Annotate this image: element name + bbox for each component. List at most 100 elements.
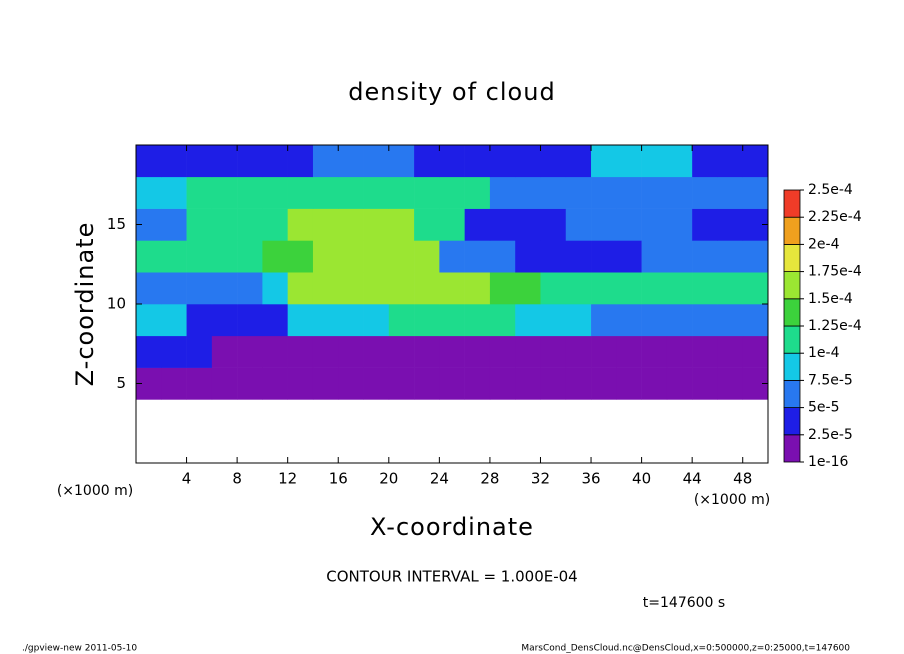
heat-cell (312, 176, 339, 209)
heat-cell (515, 208, 541, 241)
heat-cell (616, 367, 642, 400)
heat-cell (439, 240, 465, 273)
heat-cell (692, 272, 718, 305)
heat-cell (439, 176, 465, 209)
heat-cell (186, 367, 213, 400)
heat-cell (363, 272, 390, 305)
heat-cell (287, 304, 314, 337)
heat-cell (338, 304, 364, 337)
colorbar-label: 1.5e-4 (808, 291, 853, 307)
heat-cell (414, 176, 440, 209)
heat-cell (363, 145, 390, 178)
heat-cell (312, 208, 339, 241)
heat-cell (489, 304, 516, 337)
heat-cell (161, 335, 187, 368)
heat-cell (616, 335, 642, 368)
heat-cell (515, 304, 541, 337)
heat-cell (161, 367, 187, 400)
y-tick-label: 15 (107, 215, 126, 233)
heat-cell (641, 145, 668, 178)
heat-cell (338, 208, 364, 241)
heat-cell (211, 272, 238, 305)
heat-cell (312, 240, 339, 273)
heat-cell (692, 335, 718, 368)
heat-cell (287, 335, 314, 368)
heat-cell (439, 367, 465, 400)
heat-cell (692, 304, 718, 337)
heat-cell (161, 176, 187, 209)
colorbar-swatch (783, 434, 801, 463)
heat-cell (186, 272, 213, 305)
heat-cell (414, 335, 440, 368)
heat-cell (591, 304, 617, 337)
heat-cell (489, 208, 516, 241)
heat-cell (136, 304, 162, 337)
heat-cell (388, 272, 415, 305)
heat-cell (136, 145, 162, 178)
heat-cell (136, 240, 162, 273)
heat-cell (666, 208, 693, 241)
heat-cell (717, 145, 744, 178)
heat-cell (464, 240, 491, 273)
heat-cell (717, 176, 744, 209)
heat-cell (641, 335, 668, 368)
heat-cell (439, 272, 465, 305)
heat-cell (641, 367, 668, 400)
heat-cell (136, 335, 162, 368)
heat-cell (565, 145, 592, 178)
x-tick-label: 28 (480, 470, 499, 488)
x-tick-label: 36 (581, 470, 600, 488)
colorbar-label: 1e-4 (808, 345, 840, 361)
heat-cell (363, 304, 390, 337)
heat-cell (616, 272, 642, 305)
heat-cell (641, 176, 668, 209)
heat-cell (237, 240, 263, 273)
heat-cell (515, 367, 541, 400)
heat-cell (136, 272, 162, 305)
heat-cell (414, 367, 440, 400)
heat-cell (717, 304, 744, 337)
heat-cell (565, 240, 592, 273)
heat-cell (136, 176, 162, 209)
y-tick-label: 10 (107, 295, 126, 313)
colorbar-label: 2.25e-4 (808, 209, 862, 225)
heat-cell (388, 240, 415, 273)
heat-cell (464, 335, 491, 368)
x-unit: (×1000 m) (694, 492, 770, 508)
heat-cell (338, 145, 364, 178)
heat-cell (464, 304, 491, 337)
heat-cell (237, 208, 263, 241)
heat-cell (464, 367, 491, 400)
heat-cell (312, 304, 339, 337)
heat-cell (591, 367, 617, 400)
heat-cell (262, 272, 288, 305)
heat-cell (641, 240, 668, 273)
x-tick-label: 44 (683, 470, 702, 488)
heat-cell (388, 145, 415, 178)
heat-cell (565, 272, 592, 305)
heat-cell (565, 335, 592, 368)
x-tick-label: 40 (632, 470, 651, 488)
x-tick-label: 12 (278, 470, 297, 488)
colorbar-swatch (783, 216, 801, 245)
heat-cell (312, 367, 339, 400)
heat-cell (666, 367, 693, 400)
heat-cell (616, 145, 642, 178)
heat-cell (540, 240, 567, 273)
heat-cell (237, 176, 263, 209)
heat-cell (692, 176, 718, 209)
heat-cell (388, 367, 415, 400)
heat-cell (211, 304, 238, 337)
heat-cell (666, 272, 693, 305)
heat-cell (237, 367, 263, 400)
heat-cell (565, 367, 592, 400)
heat-cell (211, 335, 238, 368)
footer-right: MarsCond_DensCloud.nc@DensCloud,x=0:5000… (521, 644, 850, 654)
heat-cell (540, 304, 567, 337)
heat-cell (439, 145, 465, 178)
heat-cell (338, 176, 364, 209)
heat-cell (515, 176, 541, 209)
heat-cell (439, 335, 465, 368)
heat-cell (641, 272, 668, 305)
